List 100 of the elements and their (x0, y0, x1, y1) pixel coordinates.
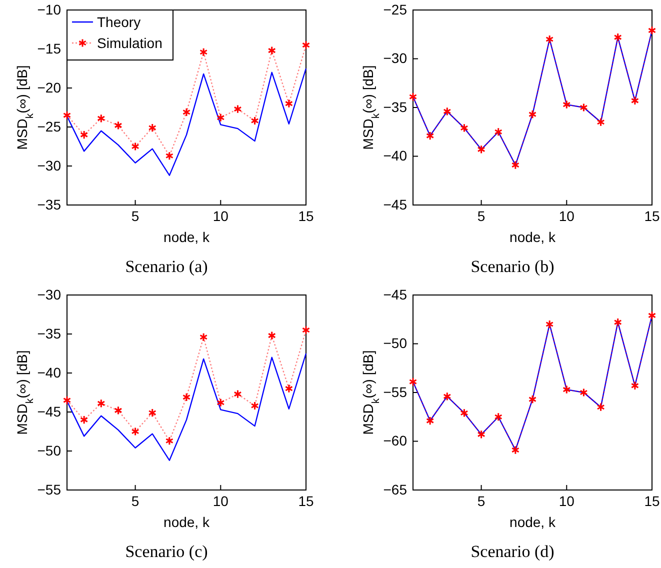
y-tick-label: −40 (383, 148, 408, 164)
point (80, 415, 88, 424)
point (284, 384, 293, 394)
x-axis-title: node, k (510, 514, 556, 530)
point (614, 32, 622, 42)
point (511, 160, 520, 170)
line-series (66, 352, 307, 461)
x-tick-label: 5 (131, 492, 140, 509)
point (268, 331, 276, 340)
point (426, 131, 434, 140)
point (302, 326, 310, 335)
x-tick-label: 15 (298, 492, 314, 509)
point (216, 398, 225, 408)
point (546, 34, 554, 44)
point (250, 401, 259, 410)
y-tick-label: −55 (383, 384, 408, 400)
x-tick-label: 15 (644, 492, 660, 509)
text: Scenario (a) (125, 257, 208, 276)
point (562, 100, 571, 110)
y-tick-label: −10 (37, 1, 62, 18)
point (443, 392, 452, 401)
point (62, 110, 72, 120)
point (443, 106, 452, 116)
point (408, 377, 418, 386)
point (62, 396, 72, 405)
y-tick-label: −25 (37, 118, 62, 134)
y-tick-label: −50 (37, 442, 62, 458)
point (630, 381, 639, 390)
point (494, 412, 502, 422)
point (114, 406, 122, 415)
point (460, 123, 468, 133)
point (80, 130, 88, 140)
x-tick-label: 5 (131, 208, 140, 224)
point (580, 388, 588, 398)
y-tick-label: −55 (37, 481, 62, 498)
point (97, 398, 106, 408)
y-tick-label: −30 (37, 157, 62, 174)
point (268, 46, 276, 56)
x-tick-label: 10 (558, 208, 575, 224)
x-axis-title: node, k (164, 514, 210, 530)
point (648, 310, 656, 320)
line-series (66, 68, 307, 176)
y-tick-label: −35 (37, 196, 62, 212)
y-tick-label: −15 (37, 40, 62, 56)
point (284, 99, 293, 108)
point (477, 430, 486, 439)
legend-label: Simulation (97, 35, 162, 51)
y-tick-label: −45 (383, 196, 408, 212)
point (148, 408, 156, 418)
point (477, 144, 486, 154)
y-tick-label: −45 (37, 403, 62, 420)
point (302, 40, 310, 50)
point (408, 92, 418, 102)
point (596, 402, 605, 412)
y-tick-label: −50 (383, 335, 408, 352)
y-tick-label: −25 (383, 1, 408, 18)
y-tick-label: −65 (383, 481, 408, 498)
y-tick-label: −35 (37, 325, 62, 342)
point (648, 26, 656, 36)
point (596, 118, 605, 127)
point (460, 408, 468, 418)
x-axis-title: node, k (164, 229, 210, 245)
point (528, 110, 537, 119)
text: Scenario (d) (470, 542, 554, 561)
x-tick-label: 10 (558, 492, 575, 509)
point (234, 390, 242, 399)
point (200, 48, 208, 57)
point (426, 416, 434, 426)
point (511, 445, 520, 455)
point (614, 318, 622, 327)
point (148, 123, 156, 132)
y-tick-label: −20 (37, 79, 62, 96)
point (562, 385, 571, 394)
y-tick-label: −30 (383, 50, 408, 66)
point (97, 114, 106, 123)
point (165, 151, 174, 160)
x-tick-label: 15 (644, 208, 660, 224)
point (114, 120, 122, 130)
point (131, 142, 140, 152)
point (182, 392, 191, 402)
point (250, 116, 259, 126)
point (630, 96, 639, 106)
x-tick-label: 10 (212, 492, 229, 509)
point (131, 426, 140, 436)
text: Scenario (b) (470, 257, 554, 276)
y-tick-label: −35 (383, 98, 408, 115)
point (234, 104, 242, 114)
x-tick-label: 10 (212, 208, 229, 224)
point (200, 332, 208, 342)
point (528, 394, 537, 404)
point (546, 320, 554, 329)
x-axis-title: node, k (510, 229, 556, 245)
point (494, 127, 502, 136)
point (165, 436, 174, 446)
point (580, 102, 588, 112)
y-tick-label: −40 (37, 364, 62, 380)
x-tick-label: 5 (477, 492, 486, 509)
x-tick-label: 15 (298, 208, 314, 224)
text: Scenario (c) (125, 542, 208, 561)
point (182, 108, 191, 117)
